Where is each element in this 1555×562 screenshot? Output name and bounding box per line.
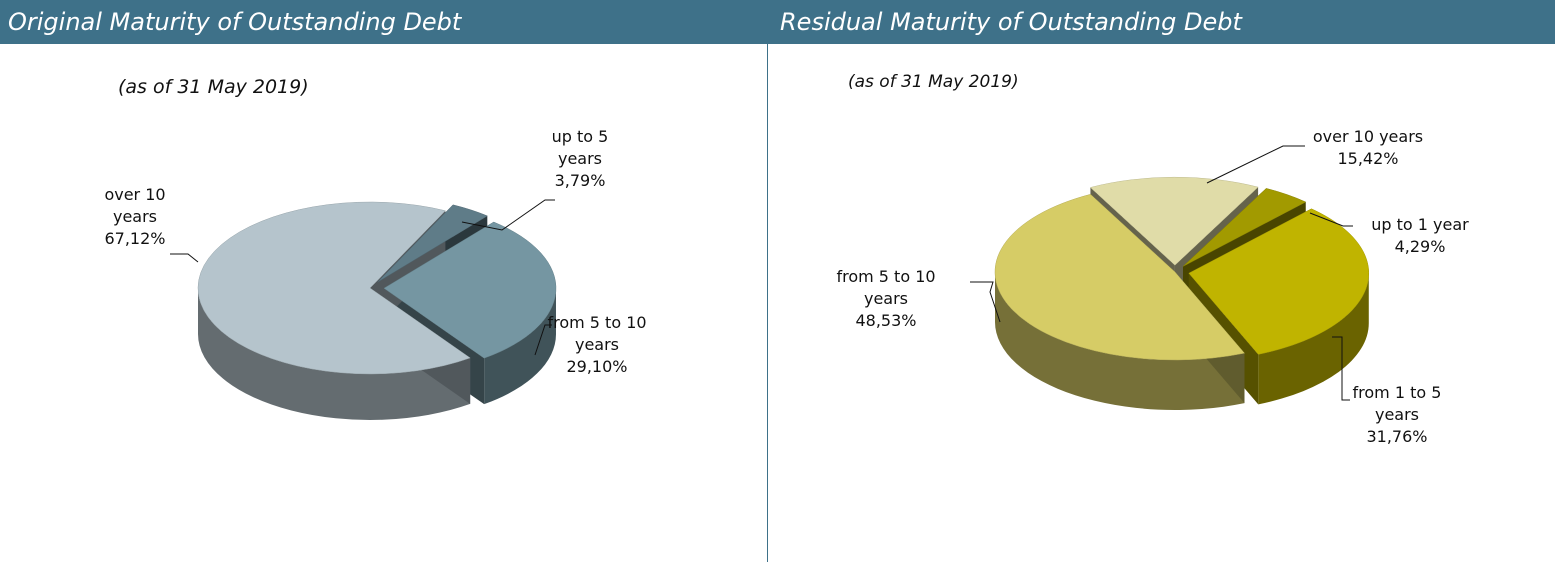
slice-label: from 5 to 10 years 48,53% <box>831 266 941 332</box>
slice-name: from 5 to 10 years <box>547 313 647 354</box>
leader-line <box>534 324 552 356</box>
slice-value: 48,53% <box>855 311 917 330</box>
pie-slice <box>383 221 557 359</box>
pie-slice <box>994 194 1245 361</box>
slice-label: up to 1 year 4,29% <box>1350 214 1490 258</box>
chart-title: Original Maturity of Outstanding Debt <box>8 8 462 36</box>
header-band <box>0 0 1555 44</box>
slice-side <box>484 288 556 405</box>
slice-name: from 1 to 5 years <box>1352 383 1442 424</box>
slice-label: from 5 to 10 years 29,10% <box>540 312 655 378</box>
chart-subtitle: (as of 31 May 2019) <box>848 72 1019 92</box>
slice-value: 15,42% <box>1337 149 1399 168</box>
slice-name: from 5 to 10 years <box>836 267 936 308</box>
slice-label: over 10 years 15,42% <box>1293 126 1443 170</box>
leader-line <box>1332 336 1350 401</box>
pie-slice <box>377 204 488 283</box>
slice-label: up to 5 years 3,79% <box>550 126 610 192</box>
slice-label: from 1 to 5 years 31,76% <box>1342 382 1452 448</box>
slice-value: 67,12% <box>104 229 166 248</box>
leader-line <box>1309 212 1353 227</box>
chart-subtitle: (as of 31 May 2019) <box>118 76 309 98</box>
leader-line <box>461 199 555 231</box>
slice-value: 29,10% <box>566 357 628 376</box>
leader-line <box>970 281 1001 323</box>
leader-line <box>1206 145 1305 184</box>
divider <box>767 44 768 562</box>
slice-value: 4,29% <box>1394 237 1446 256</box>
pie-slice <box>1089 176 1259 266</box>
slice-name: over 10 years <box>1312 127 1424 146</box>
slice-name: up to 5 years <box>551 127 609 168</box>
pie-slice <box>197 201 471 375</box>
chart-title: Residual Maturity of Outstanding Debt <box>780 8 1242 36</box>
slice-label: over 10 years 67,12% <box>100 184 170 250</box>
slice-side <box>995 272 1245 411</box>
slice-value: 31,76% <box>1366 427 1428 446</box>
slice-name: over 10 years <box>104 185 166 226</box>
slice-value: 3,79% <box>554 171 606 190</box>
leader-line <box>170 253 199 263</box>
slice-side <box>1258 273 1369 405</box>
pie-slice <box>1188 208 1369 355</box>
slice-side <box>198 288 471 421</box>
pie-slice <box>1182 188 1307 267</box>
slice-name: up to 1 year <box>1371 215 1469 234</box>
